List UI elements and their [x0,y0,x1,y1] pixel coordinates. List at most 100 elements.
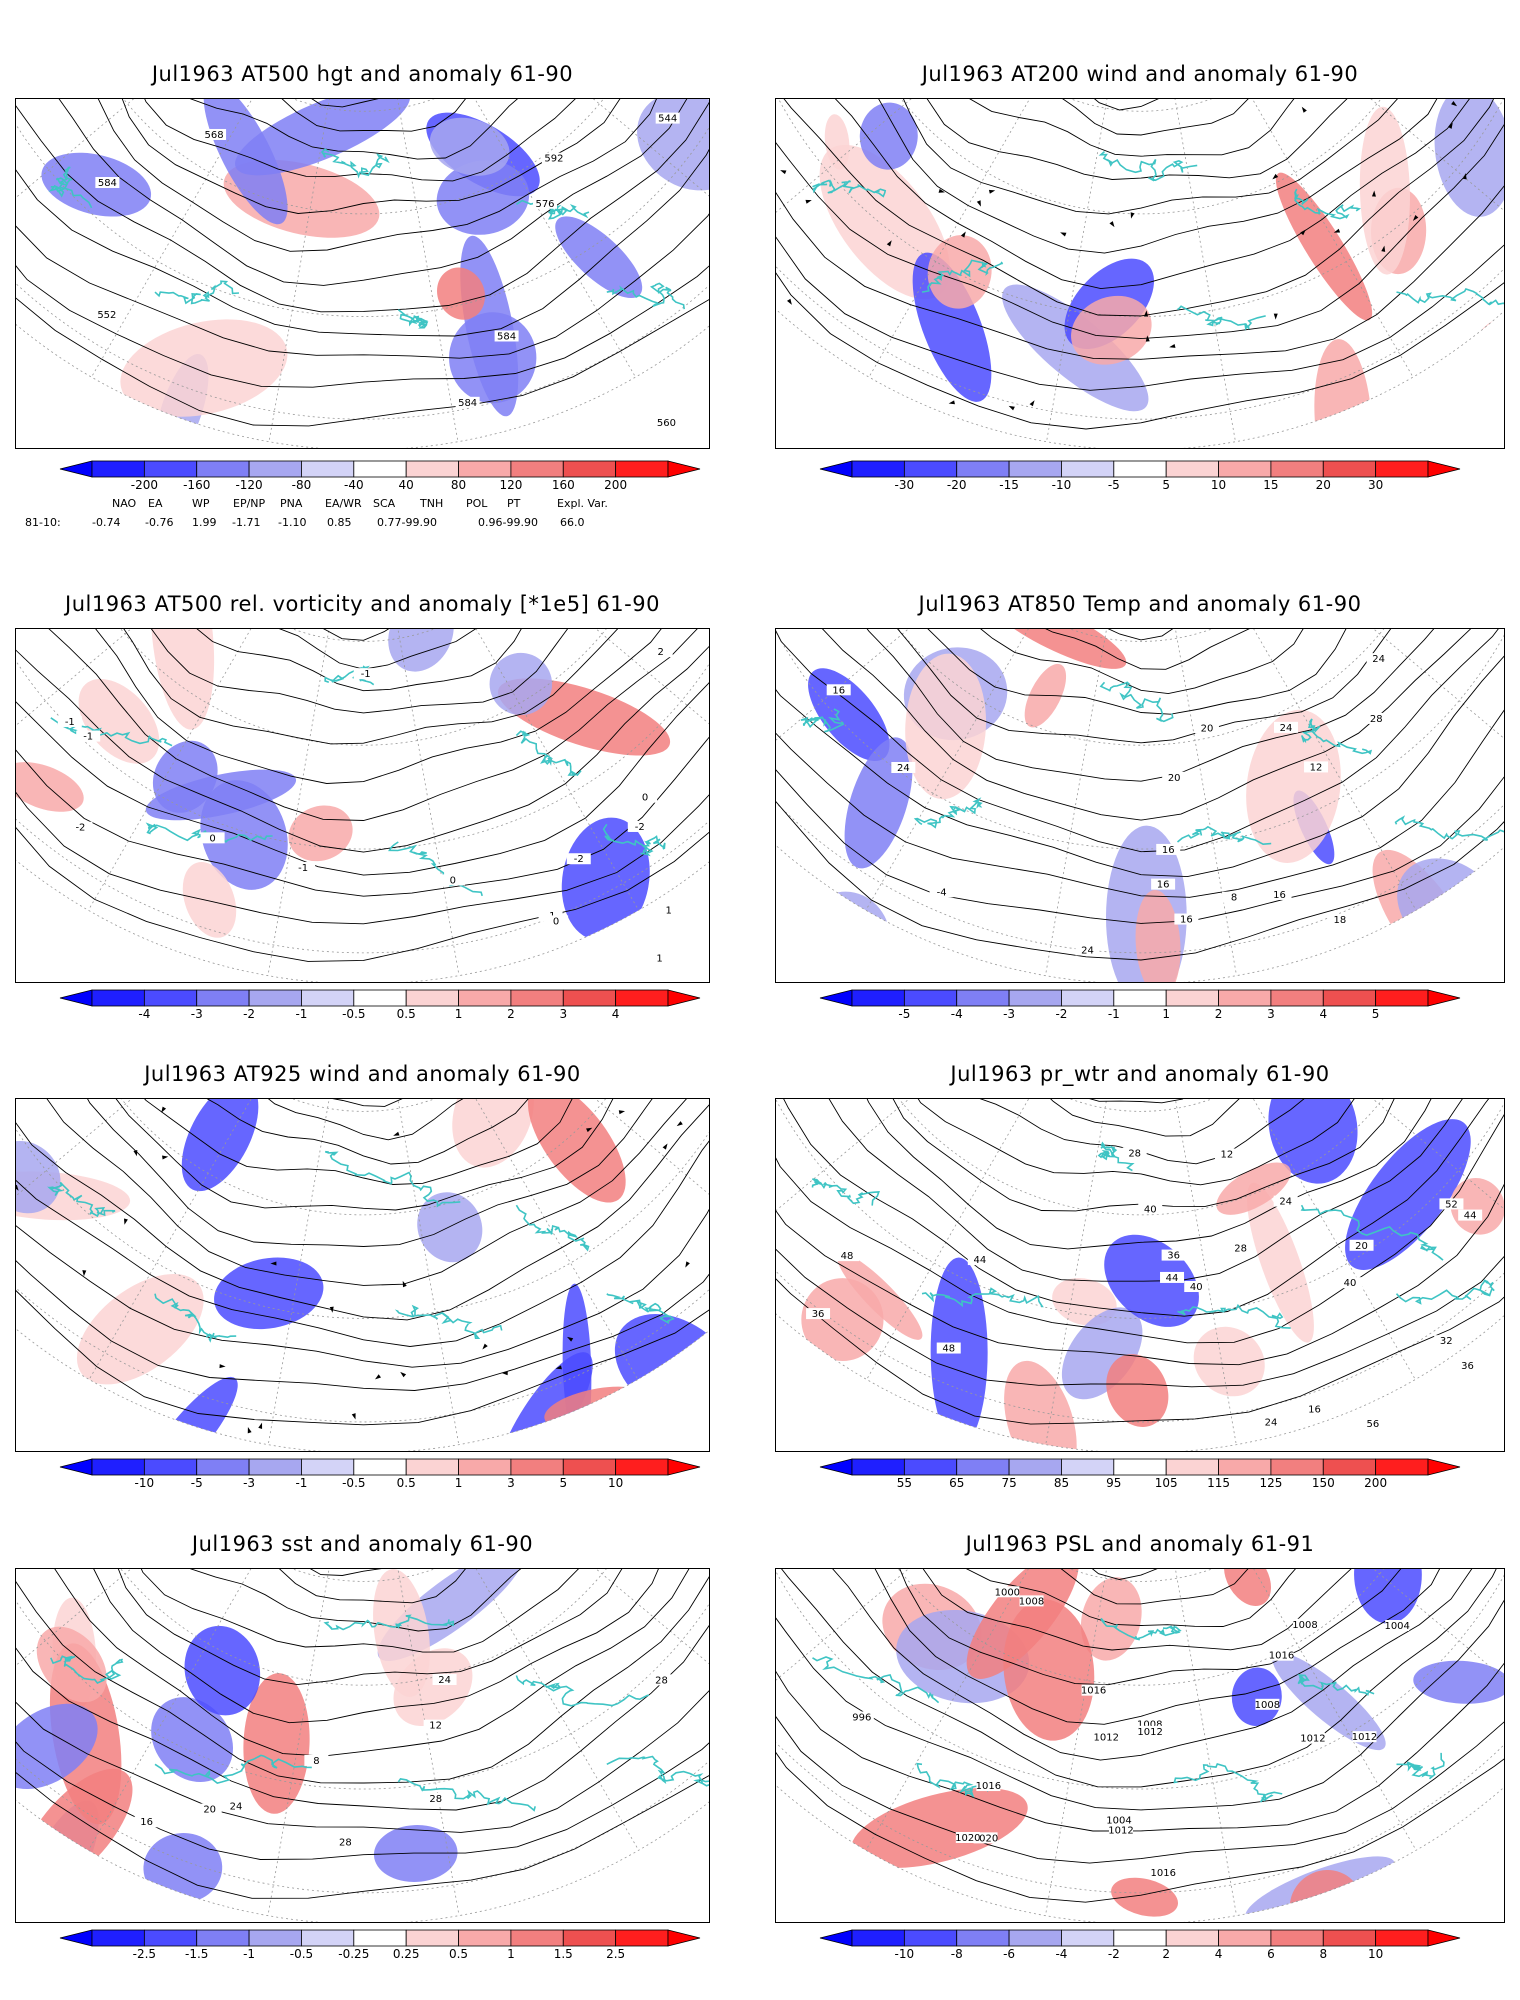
colorbar-swatch [510,989,564,1007]
contour-label: -2 [75,823,85,834]
contour-label: 584 [98,178,117,189]
coastline [154,1754,312,1784]
coastline [913,797,983,829]
wind-arrow [1301,106,1307,113]
latitude-circle [776,99,1504,420]
contour-label: 1016 [1081,1686,1106,1697]
contour-label-bg [936,1342,961,1354]
colorbar-swatch [458,1458,512,1476]
colorbar-swatch [301,460,355,478]
latitude-circle [776,1569,1504,1894]
contour-line [782,629,1477,782]
coastline [921,259,1004,293]
coastline [1300,718,1373,755]
contour-line [160,1569,565,1576]
wind-arrow [81,1410,88,1416]
contour-label-bg [68,821,93,833]
contour-label-bg [656,904,681,916]
anomaly-shading [452,1099,534,1168]
contour-label: 1020 [973,1833,998,1844]
contour-label: 996 [852,1712,871,1723]
contour-label: -1 [298,863,308,874]
coastline [515,1675,650,1707]
anomaly-shading [1275,172,1373,321]
contour-label: 28 [339,1838,352,1849]
colorbar-tick-label: -1.5 [185,1947,209,1961]
colorbar-tick-label: -1 [295,1476,308,1490]
anomaly-shading [927,235,992,309]
wind-arrow [1029,400,1035,407]
anomaly-shading [1111,1877,1179,1917]
colorbar-right-arrow [667,460,701,478]
contour-line [56,99,668,214]
contour-line [16,99,709,359]
meridian [363,629,639,911]
contour-line [16,1099,698,1247]
colorbar-tick-label: 1 [454,1476,463,1490]
wind-arrow [662,1143,668,1150]
anomaly-shading [1460,319,1504,388]
colorbar-left-arrow [59,1929,93,1947]
contour-label: 28 [1128,1148,1141,1159]
contour-label-bg [633,791,658,803]
wind-arrow [1273,313,1278,320]
colorbar-swatch [1322,1458,1377,1476]
contour-label-bg [1138,1725,1163,1737]
colorbar-tick-label: 15 [1263,478,1279,492]
contour-label: 12 [1310,762,1323,773]
colorbar-swatch [903,1929,958,1947]
contour-label: 20 [1201,723,1214,734]
coastline [50,1655,124,1684]
colorbar-tick-label: -0.5 [289,1947,314,1961]
colorbar-right-arrow [1427,989,1461,1007]
contour-line [776,99,1504,290]
contour-label-bg [200,832,225,844]
contour-label-bg [967,1254,992,1266]
contour-line [16,1569,709,1757]
wind-arrow [1109,221,1115,228]
coastline [1100,1617,1182,1641]
contour-line [917,99,1375,136]
contour-line [896,99,1406,157]
contour-label-bg [541,152,566,164]
latitude-circle [776,1099,1504,1319]
colorbar-tick-label: 85 [1053,1476,1070,1490]
contour-label-bg [1214,1148,1239,1160]
contour-label-bg [202,128,227,140]
anomaly-shading [1193,1326,1265,1397]
colorbar-tick-label: -40 [344,478,364,492]
contour-label: -1 [361,669,371,680]
coastline [397,1778,536,1812]
colorbar: -30 -20 -15 -10 -5 5 10 15 20 30 [819,460,1461,496]
colorbar-swatch [615,989,669,1007]
contour-line [776,629,1504,821]
colorbar-left-arrow [819,1929,853,1947]
coastline [388,841,483,897]
anomaly-shading [1246,709,1341,863]
colorbar-swatch [956,1458,1010,1476]
contour-label: 24 [1081,945,1094,956]
map-frame: 20 -4 24 16 12 16 8 16 20 24 28 24 24 16 16 18 [775,628,1505,983]
contour-line [776,1099,1504,1388]
colorbar: -2.5 -1.5 -1 -0.5 -0.25 0.25 0.5 1 1.5 2.5 [59,1929,701,1965]
colorbar-swatch [562,989,617,1007]
contour-line [776,629,1504,898]
contour-line [776,99,1504,360]
contour-label-bg [806,1308,831,1320]
contour-line [16,1569,703,1724]
wind-arrow [780,170,787,175]
panel-3: Jul1963 AT500 rel. vorticity and anomaly… [15,592,710,1022]
teleconnection-value: -0.74 [92,516,121,529]
colorbar-tick-label: 80 [450,478,467,492]
colorbar-swatch [615,1458,669,1476]
colorbar-labels: -4 -3 -2 -1 -0.5 0.5 1 2 3 4 [60,1007,700,1023]
contour-line [776,1569,1504,1903]
coastline [1177,1303,1291,1329]
contour-label: 1016 [1269,1651,1294,1662]
colorbar-swatch [405,1929,459,1947]
contour-label-bg [333,1836,358,1848]
contour-line [794,99,1477,254]
wind-arrow [1381,245,1386,252]
teleconnection-header-cell: SCA [373,497,396,510]
contour-line [16,629,709,853]
